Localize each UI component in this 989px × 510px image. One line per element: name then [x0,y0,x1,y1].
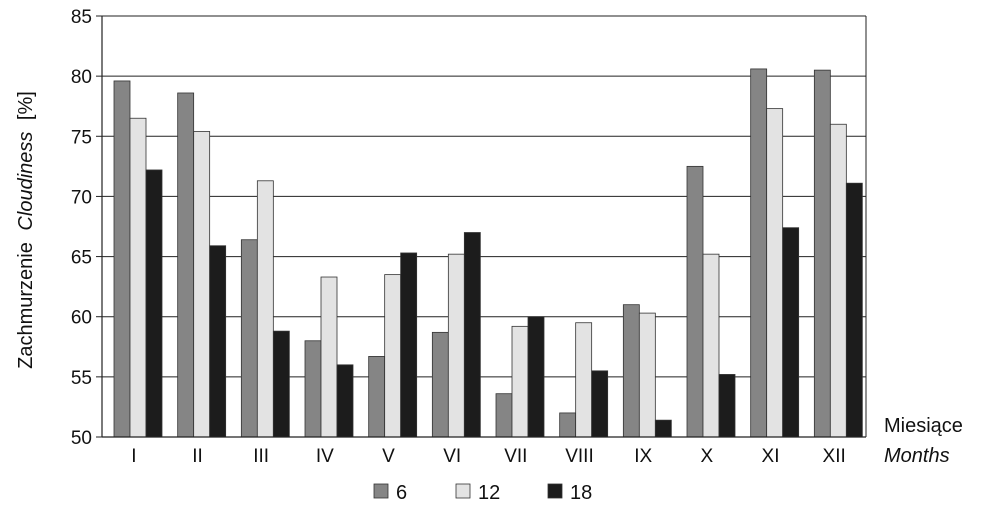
bar-IV-series-12 [320,276,338,438]
x-tick-label: X [700,446,713,467]
bar-VII-series-12 [511,325,529,438]
x-tick-labels: I II III IV V VI VII VIII IX X XI XII [131,446,846,467]
bar-III-series-18 [272,330,290,438]
bar-I-series-18 [145,169,163,438]
bar-VI-series-12 [447,253,465,438]
bar-I-series-12 [129,117,147,438]
bar-III-series-6 [240,239,258,438]
x-axis-label-main: Miesiące [884,415,963,437]
x-tick-label: XI [762,446,780,467]
grid-lines [102,15,866,378]
x-tick-label: VIII [565,446,594,467]
bar-II-series-6 [177,92,195,438]
x-axis-label-italic: Months [884,445,950,467]
x-tick-label: VII [504,446,527,467]
bar-VI-series-6 [431,331,449,438]
bar-X-series-12 [702,253,720,438]
legend-label-6: 6 [396,482,407,504]
bar-VII-series-6 [495,393,513,438]
bar-III-series-12 [256,180,274,438]
bar-X-series-6 [686,165,704,438]
y-tick-label: 70 [71,187,92,208]
bar-IV-series-6 [304,340,322,438]
bar-X-series-18 [718,374,736,438]
y-tick-label: 60 [71,308,92,329]
bar-II-series-18 [209,245,227,438]
bar-IX-series-12 [638,312,656,438]
bar-XII-series-18 [845,182,863,438]
legend-label-12: 12 [478,482,500,504]
x-tick-label: V [382,446,395,467]
y-tick-label: 65 [71,248,92,269]
y-axis-label-main: Zachmurzenie [15,242,37,369]
x-tick-label: IX [634,446,652,467]
bar-XII-series-6 [813,69,831,438]
bar-XII-series-12 [829,123,847,438]
bar-VIII-series-12 [575,322,593,438]
legend: 6 12 18 [373,482,592,504]
bar-VII-series-18 [527,316,545,438]
x-tick-label: VI [443,446,461,467]
y-axis-label-unit: [%] [15,91,37,120]
bar-IX-series-18 [654,419,672,438]
x-tick-label: II [192,446,203,467]
bar-IX-series-6 [622,304,640,438]
legend-label-18: 18 [570,482,592,504]
y-tick-label: 55 [71,368,92,389]
bar-XI-series-6 [750,68,768,438]
bar-VI-series-18 [463,232,481,438]
bar-V-series-12 [384,274,402,438]
y-tick-labels: 50 55 60 65 70 75 80 85 [71,7,92,449]
y-axis-label-italic: Cloudiness [15,132,37,231]
x-tick-label: III [253,446,269,467]
bar-V-series-18 [400,252,418,438]
bar-V-series-6 [368,356,386,438]
bar-XI-series-18 [782,227,800,438]
bar-II-series-12 [193,131,211,438]
bar-IV-series-18 [336,364,354,438]
bar-VIII-series-18 [591,370,609,438]
legend-swatch-18 [547,483,563,499]
x-tick-label: IV [316,446,334,467]
legend-swatch-6 [373,483,389,499]
bar-XI-series-12 [766,108,784,438]
x-tick-label: I [131,446,136,467]
y-axis-label: Zachmurzenie Cloudiness [%] [15,91,37,369]
axes [96,15,867,438]
y-tick-label: 75 [71,127,92,148]
x-tick-label: XII [823,446,846,467]
y-tick-label: 50 [71,428,92,449]
bar-I-series-6 [113,80,131,438]
bars [113,68,863,438]
legend-swatch-12 [455,483,471,499]
bar-VIII-series-6 [559,412,577,438]
y-tick-label: 80 [71,67,92,88]
y-tick-label: 85 [71,7,92,28]
